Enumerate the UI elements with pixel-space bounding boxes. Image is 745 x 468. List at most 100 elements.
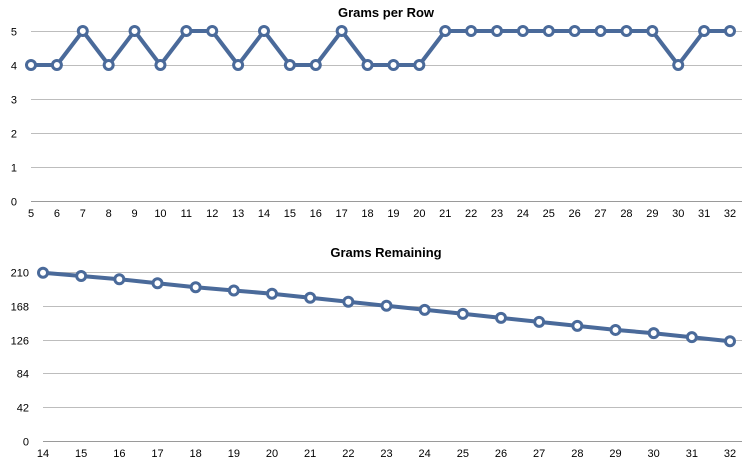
data-point xyxy=(516,25,529,37)
x-tick-label: 8 xyxy=(106,208,112,220)
x-tick-label: 22 xyxy=(465,208,477,220)
data-point xyxy=(309,59,322,71)
x-tick-label: 19 xyxy=(228,448,240,460)
data-point xyxy=(495,311,507,324)
data-point xyxy=(533,315,546,328)
series-line xyxy=(29,29,732,67)
x-tick-label: 31 xyxy=(698,208,710,220)
x-tick-label: 23 xyxy=(380,448,392,460)
data-point xyxy=(76,25,89,37)
data-point xyxy=(128,25,141,37)
data-point xyxy=(491,25,503,37)
x-tick-label: 6 xyxy=(54,208,60,220)
y-tick-label: 4 xyxy=(11,61,17,73)
x-tick-label: 5 xyxy=(28,208,34,220)
data-point xyxy=(418,303,431,316)
data-point xyxy=(189,281,202,294)
data-point xyxy=(685,331,698,344)
x-tick-label: 29 xyxy=(646,208,658,220)
x-tick-label: 7 xyxy=(80,208,86,220)
y-tick-label: 168 xyxy=(11,302,29,314)
x-tick-label: 15 xyxy=(75,448,87,460)
data-point xyxy=(258,25,270,37)
x-tick-label: 18 xyxy=(190,448,202,460)
x-tick-label: 18 xyxy=(361,208,373,220)
data-point xyxy=(594,25,607,37)
x-tick-label: 26 xyxy=(495,448,507,460)
data-point xyxy=(542,25,555,37)
data-point xyxy=(439,25,452,37)
x-tick-label: 17 xyxy=(336,208,348,220)
data-point xyxy=(342,295,355,308)
x-tick-label: 28 xyxy=(571,448,583,460)
data-point xyxy=(380,299,393,312)
data-point xyxy=(724,335,736,348)
x-tick-label: 16 xyxy=(113,448,125,460)
y-tick-label: 84 xyxy=(17,369,29,381)
data-point xyxy=(609,323,622,336)
data-point xyxy=(647,327,660,340)
x-tick-label: 32 xyxy=(724,208,736,220)
y-tick-label: 5 xyxy=(11,27,17,39)
data-point xyxy=(568,25,581,37)
data-point xyxy=(50,59,63,71)
y-tick-label: 126 xyxy=(11,336,29,348)
x-tick-label: 16 xyxy=(310,208,322,220)
data-point xyxy=(413,59,426,71)
x-tick-label: 19 xyxy=(387,208,399,220)
data-point xyxy=(75,270,88,283)
data-point xyxy=(25,59,37,71)
x-tick-label: 11 xyxy=(181,208,192,220)
x-tick-label: 29 xyxy=(609,448,621,460)
data-point xyxy=(151,277,164,290)
data-point xyxy=(304,291,317,304)
x-tick-label: 28 xyxy=(620,208,632,220)
data-point xyxy=(672,59,685,71)
data-point xyxy=(113,273,126,286)
y-tick-label: 1 xyxy=(11,163,17,175)
x-tick-label: 15 xyxy=(284,208,296,220)
x-tick-label: 27 xyxy=(594,208,606,220)
x-tick-label: 20 xyxy=(266,448,278,460)
data-point xyxy=(227,284,240,297)
data-point xyxy=(571,319,584,332)
data-point xyxy=(154,59,167,71)
x-tick-label: 14 xyxy=(37,448,49,460)
data-point xyxy=(266,287,278,300)
x-tick-label: 22 xyxy=(342,448,354,460)
x-tick-label: 21 xyxy=(439,208,451,220)
chart-title: Grams per Row xyxy=(338,5,435,20)
data-point xyxy=(102,59,115,71)
x-tick-label: 26 xyxy=(569,208,581,220)
data-point xyxy=(620,25,633,37)
y-tick-label: 42 xyxy=(17,403,29,415)
data-point xyxy=(456,307,469,320)
x-tick-label: 27 xyxy=(533,448,545,460)
x-tick-label: 31 xyxy=(686,448,698,460)
x-tick-label: 20 xyxy=(413,208,425,220)
data-point xyxy=(283,59,296,71)
data-point xyxy=(335,25,348,37)
x-tick-label: 23 xyxy=(491,208,503,220)
x-tick-label: 14 xyxy=(258,208,270,220)
y-tick-label: 3 xyxy=(11,95,17,107)
data-point xyxy=(206,25,219,37)
x-tick-label: 17 xyxy=(151,448,163,460)
y-tick-label: 2 xyxy=(11,129,17,141)
x-tick-label: 9 xyxy=(131,208,137,220)
data-point xyxy=(646,25,659,37)
x-tick-label: 24 xyxy=(517,208,529,220)
grams-remaining-chart: Grams Remaining 0 42 84 126 168 210 14 15 16 17 18… xyxy=(11,245,742,460)
x-tick-label: 30 xyxy=(648,448,660,460)
x-tick-label: 10 xyxy=(154,208,166,220)
y-tick-label: 0 xyxy=(23,437,29,449)
y-tick-label: 210 xyxy=(11,268,29,280)
data-point xyxy=(37,266,49,279)
data-point xyxy=(724,25,736,37)
data-point xyxy=(387,59,400,71)
data-point xyxy=(698,25,711,37)
x-tick-label: 24 xyxy=(419,448,431,460)
x-tick-label: 25 xyxy=(543,208,555,220)
